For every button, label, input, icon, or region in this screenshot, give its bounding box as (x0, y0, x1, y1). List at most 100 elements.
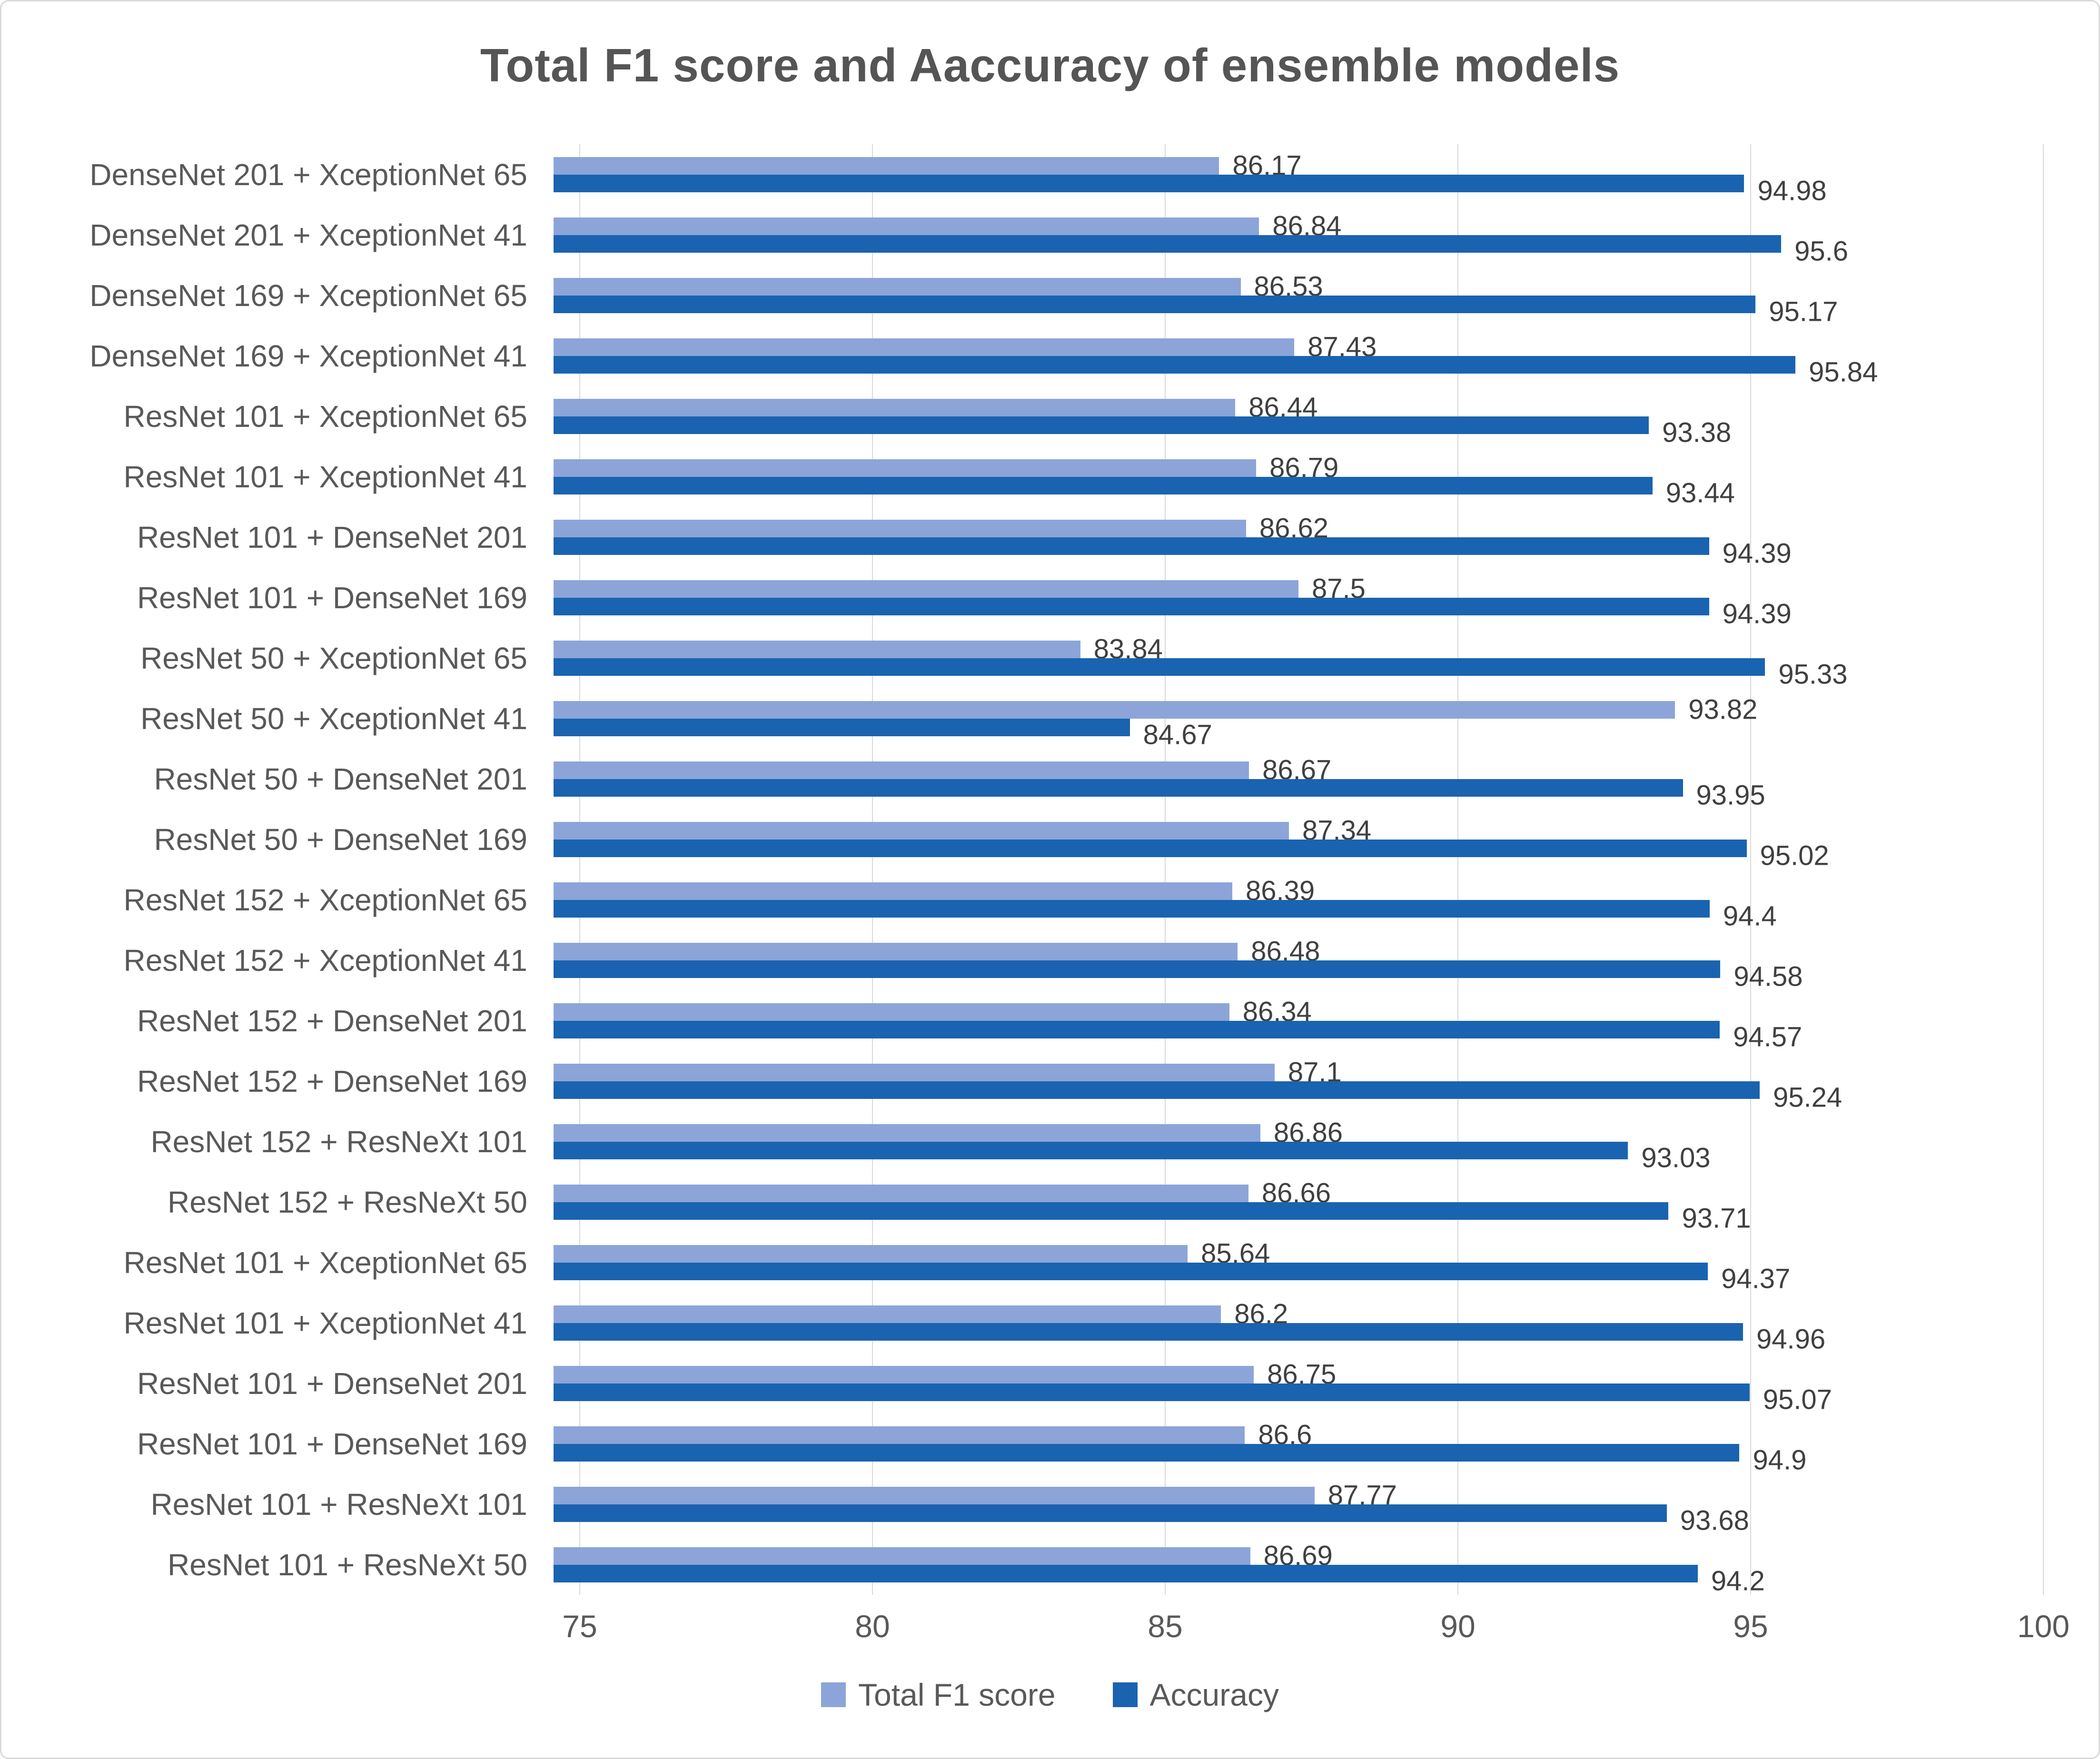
category-label: DenseNet 201 + XceptionNet 41 (89, 217, 527, 252)
category-label: ResNet 152 + ResNeXt 50 (168, 1185, 527, 1219)
f1-bar: 86.62 (554, 513, 1328, 544)
category-label: DenseNet 169 + XceptionNet 41 (89, 338, 527, 373)
accuracy-bar: 95.33 (554, 658, 1847, 690)
accuracy-bar: 95.84 (554, 356, 1878, 388)
category-label: ResNet 101 + XceptionNet 65 (123, 1245, 527, 1280)
f1-bar: 87.34 (554, 815, 1371, 846)
f1-bar: 86.2 (554, 1299, 1288, 1330)
chart-row: ResNet 101 + XceptionNet 41 86.2 94.96 (1, 1293, 2043, 1355)
x-tick-label: 75 (562, 1609, 597, 1644)
accuracy-bar: 94.96 (554, 1323, 1825, 1355)
legend-item: Total F1 score (821, 1677, 1056, 1713)
value-label: 95.07 (1763, 1384, 1832, 1415)
bar-group: 93.82 84.67 (554, 688, 2043, 751)
value-label: 94.58 (1733, 961, 1803, 992)
chart-row: ResNet 101 + XceptionNet 65 85.64 94.37 (1, 1232, 2043, 1295)
f1-bar: 86.69 (554, 1541, 1333, 1571)
accuracy-bar: 94.39 (554, 597, 1792, 630)
chart-row: ResNet 152 + XceptionNet 65 86.39 94.4 (1, 870, 2043, 932)
chart-row: ResNet 152 + ResNeXt 101 86.86 93.03 (1, 1111, 2043, 1174)
accuracy-bar: 93.44 (554, 476, 1735, 509)
f1-bar: 86.86 (554, 1117, 1343, 1148)
category-label: ResNet 101 + DenseNet 201 (137, 520, 527, 554)
bar-group: 86.75 95.07 (554, 1353, 2043, 1415)
bar-group: 83.84 95.33 (554, 628, 2043, 690)
f1-bar: 87.1 (554, 1057, 1342, 1088)
f1-bar: 86.17 (554, 150, 1302, 181)
category-label: DenseNet 169 + XceptionNet 65 (89, 278, 527, 313)
f1-bar: 86.66 (554, 1178, 1331, 1209)
f1-bar: 83.84 (554, 634, 1163, 665)
category-label: ResNet 50 + XceptionNet 65 (140, 641, 527, 675)
category-label: ResNet 152 + XceptionNet 65 (123, 882, 527, 917)
value-label: 95.02 (1760, 840, 1829, 871)
accuracy-bar: 84.67 (554, 718, 1212, 751)
accuracy-bar: 94.57 (554, 1020, 1802, 1053)
f1-bar: 86.75 (554, 1359, 1336, 1390)
bar-group: 86.44 93.38 (554, 386, 2043, 448)
chart-row: ResNet 50 + DenseNet 169 87.34 95.02 (1, 809, 2043, 871)
value-label: 94.9 (1753, 1444, 1807, 1476)
value-label: 94.37 (1721, 1263, 1791, 1295)
legend: Total F1 score Accuracy (1, 1677, 2099, 1713)
chart-row: ResNet 101 + DenseNet 169 86.6 94.9 (1, 1413, 2043, 1476)
value-label: 94.57 (1733, 1021, 1803, 1053)
legend-swatch-icon (1112, 1682, 1138, 1707)
value-label: 93.38 (1662, 417, 1732, 448)
bar-group: 86.66 93.71 (554, 1172, 2043, 1234)
accuracy-bar: 94.58 (554, 960, 1803, 992)
gridline (2043, 144, 2044, 1595)
category-label: ResNet 50 + DenseNet 169 (154, 822, 527, 857)
bar-group: 87.77 93.68 (554, 1474, 2043, 1536)
bar-group: 87.34 95.02 (554, 809, 2043, 871)
x-tick-label: 80 (855, 1609, 890, 1644)
chart-row: ResNet 152 + DenseNet 169 87.1 95.24 (1, 1051, 2043, 1113)
category-label: ResNet 101 + ResNeXt 101 (150, 1487, 527, 1522)
value-label: 95.33 (1778, 659, 1848, 690)
value-label: 95.84 (1809, 356, 1878, 388)
chart-row: ResNet 50 + XceptionNet 65 83.84 95.33 (1, 628, 2043, 690)
category-label: ResNet 152 + ResNeXt 101 (150, 1124, 527, 1159)
category-label: ResNet 101 + DenseNet 201 (137, 1366, 527, 1401)
x-tick-label: 85 (1148, 1609, 1183, 1644)
gridlines (579, 144, 2044, 1595)
value-label: 93.03 (1641, 1142, 1711, 1174)
f1-bar: 86.6 (554, 1420, 1312, 1451)
legend-swatch-icon (821, 1682, 846, 1707)
category-label: ResNet 152 + DenseNet 201 (137, 1003, 527, 1038)
accuracy-bar: 93.03 (554, 1141, 1711, 1174)
f1-bar: 87.43 (554, 332, 1377, 363)
bar-group: 86.79 93.44 (554, 446, 2043, 509)
accuracy-bar: 94.4 (554, 899, 1777, 932)
legend-label: Total F1 score (858, 1677, 1056, 1712)
bar-group: 86.84 95.6 (554, 205, 2043, 267)
bar-group: 86.53 95.17 (554, 265, 2043, 327)
legend-label: Accuracy (1149, 1677, 1279, 1712)
chart-row: ResNet 50 + XceptionNet 41 93.82 84.67 (1, 688, 2043, 751)
value-label: 93.68 (1680, 1505, 1749, 1536)
f1-bar: 85.64 (554, 1238, 1270, 1269)
chart-row: ResNet 152 + XceptionNet 41 86.48 94.58 (1, 930, 2043, 992)
accuracy-bar: 94.9 (554, 1443, 1806, 1476)
accuracy-bar: 93.71 (554, 1202, 1751, 1234)
bar-group: 86.48 94.58 (554, 930, 2043, 992)
f1-bar: 86.67 (554, 755, 1331, 786)
bar-group: 86.86 93.03 (554, 1111, 2043, 1174)
chart-row: ResNet 101 + ResNeXt 50 86.69 94.2 (1, 1534, 2043, 1597)
accuracy-bar: 93.95 (554, 779, 1765, 811)
chart-row: ResNet 101 + ResNeXt 101 87.77 93.68 (1, 1474, 2043, 1536)
chart-row: DenseNet 201 + XceptionNet 41 86.84 95.6 (1, 205, 2043, 267)
f1-bar: 86.39 (554, 876, 1315, 907)
f1-bar: 86.53 (554, 271, 1323, 302)
bar-rows: DenseNet 201 + XceptionNet 65 86.17 94.98 D… (1, 144, 2043, 1597)
accuracy-bar: 95.24 (554, 1081, 1842, 1113)
accuracy-bar: 95.17 (554, 295, 1838, 327)
value-label: 94.39 (1722, 538, 1792, 569)
chart-row: ResNet 101 + XceptionNet 41 86.79 93.44 (1, 446, 2043, 509)
legend-item: Accuracy (1112, 1677, 1279, 1713)
category-label: ResNet 101 + XceptionNet 41 (123, 459, 527, 494)
value-label: 94.39 (1722, 598, 1792, 630)
accuracy-bar: 93.68 (554, 1504, 1749, 1536)
category-label: ResNet 101 + DenseNet 169 (137, 1426, 527, 1461)
x-tick-label: 90 (1440, 1609, 1476, 1644)
